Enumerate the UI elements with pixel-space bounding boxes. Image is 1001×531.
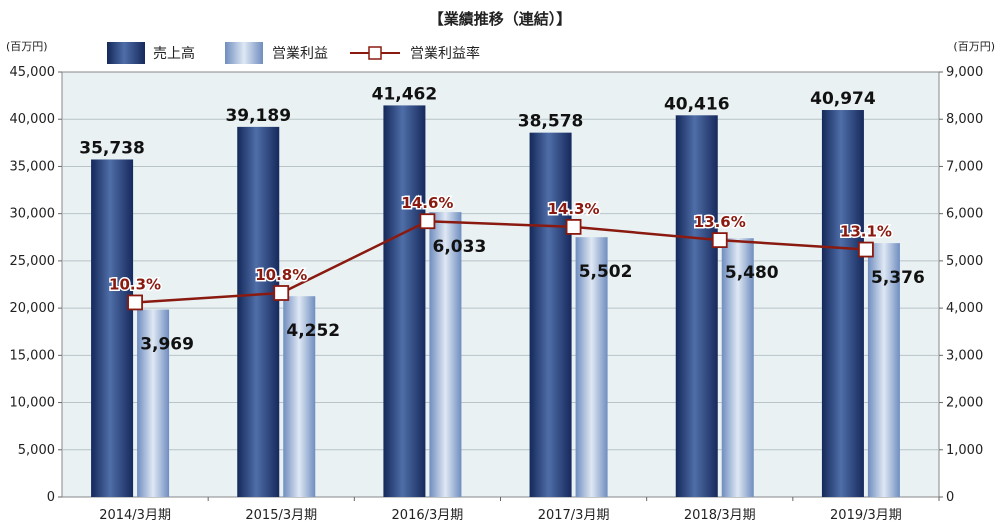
- margin-line: 10.3% 10.8% 14.6% 14.3% 13.6% 13.1%: [108, 193, 893, 311]
- profit-value-label: 6,033: [433, 237, 487, 257]
- profit-value-label: 5,480: [725, 263, 779, 283]
- margin-marker: [419, 213, 436, 230]
- left-tick-label: 20,000: [10, 301, 56, 316]
- margin-marker: [711, 232, 728, 249]
- category-labels: 2014/3月期 2015/3月期 2016/3月期 2017/3月期 2018/3月期…: [99, 497, 940, 523]
- legend-label-margin: 営業利益率: [410, 45, 480, 62]
- right-tick-label: 2,000: [946, 396, 983, 411]
- bars: 35,738 39,189 41,462 38,578 40,416 40,974 3,96…: [79, 84, 925, 498]
- right-axis-ticks: 0 1,000 2,000 3,000 4,000 5,000 6,000 7,000 8,00…: [939, 65, 983, 505]
- profit-bar: [575, 237, 608, 497]
- margin-marker: [127, 294, 143, 311]
- left-tick-label: 35,000: [10, 159, 56, 174]
- left-tick-label: 5,000: [18, 443, 55, 458]
- left-tick-label: 30,000: [10, 207, 56, 222]
- left-tick-label: 45,000: [10, 65, 56, 80]
- right-tick-label: 6,000: [946, 207, 983, 222]
- left-tick-label: 15,000: [10, 348, 56, 363]
- legend-label-profit: 営業利益: [272, 46, 328, 62]
- profit-value-label: 4,252: [286, 321, 340, 341]
- right-tick-label: 9,000: [946, 65, 983, 80]
- left-tick-label: 10,000: [10, 396, 56, 411]
- profit-value-label: 5,502: [579, 262, 633, 282]
- margin-value-label: 10.8%: [255, 266, 307, 284]
- profit-value-label: 3,969: [140, 335, 194, 355]
- left-axis-ticks: 0 5,000 10,000 15,000 20,000 25,000 30,000 35,0…: [10, 65, 62, 505]
- left-tick-label: 40,000: [10, 112, 56, 127]
- profit-bar: [867, 243, 900, 497]
- sales-value-label: 40,974: [810, 89, 876, 109]
- sales-bar: [237, 126, 280, 498]
- right-tick-label: 5,000: [946, 254, 983, 269]
- legend-label-sales: 売上高: [153, 45, 195, 62]
- category-label: 2016/3月期: [392, 508, 464, 523]
- right-tick-label: 8,000: [946, 112, 983, 127]
- category-label: 2018/3月期: [684, 508, 756, 523]
- legend: 売上高 営業利益 営業利益率: [107, 42, 480, 64]
- profit-bar: [283, 296, 316, 497]
- right-axis-unit: (百万円): [953, 40, 995, 53]
- right-tick-label: 1,000: [946, 443, 983, 458]
- margin-value-label: 13.6%: [694, 213, 746, 231]
- margin-value-label: 14.6%: [401, 194, 453, 212]
- left-tick-label: 0: [47, 490, 55, 505]
- left-tick-label: 25,000: [10, 254, 56, 269]
- plot-area: [61, 71, 940, 498]
- right-tick-label: 0: [946, 490, 954, 505]
- sales-value-label: 41,462: [372, 84, 438, 104]
- sales-value-label: 38,578: [518, 112, 584, 132]
- sales-bar: [91, 159, 134, 498]
- profit-bar: [137, 309, 170, 497]
- sales-value-label: 39,189: [225, 106, 291, 126]
- sales-value-label: 35,738: [79, 138, 145, 158]
- category-label: 2015/3月期: [245, 508, 317, 523]
- right-tick-label: 4,000: [946, 301, 983, 316]
- sales-bar: [821, 110, 864, 498]
- margin-marker: [273, 285, 290, 301]
- category-label: 2017/3月期: [538, 508, 610, 523]
- category-label: 2014/3月期: [99, 508, 171, 523]
- margin-marker: [565, 218, 582, 235]
- grid-lines: [62, 118, 939, 451]
- margin-value-label: 14.3%: [548, 200, 600, 218]
- right-tick-label: 7,000: [946, 159, 983, 174]
- right-tick-label: 3,000: [946, 348, 983, 363]
- sales-value-label: 40,416: [664, 94, 730, 114]
- profit-value-label: 5,376: [871, 268, 925, 288]
- margin-value-label: 10.3%: [109, 275, 161, 293]
- profit-bar: [721, 238, 754, 497]
- profit-bar: [429, 212, 462, 497]
- sales-bar: [675, 115, 718, 497]
- margin-polyline: [135, 219, 866, 304]
- margin-marker: [858, 241, 874, 258]
- chart-title: 【業績推移（連結）】: [429, 10, 572, 28]
- sales-bar: [529, 132, 572, 497]
- sales-bar: [383, 105, 426, 498]
- legend-swatch-profit: [225, 42, 263, 64]
- category-label: 2019/3月期: [830, 508, 902, 523]
- margin-value-label: 13.1%: [840, 223, 892, 241]
- legend-marker-margin: [368, 46, 382, 60]
- legend-swatch-sales: [107, 42, 145, 64]
- left-axis-unit: (百万円): [6, 40, 48, 53]
